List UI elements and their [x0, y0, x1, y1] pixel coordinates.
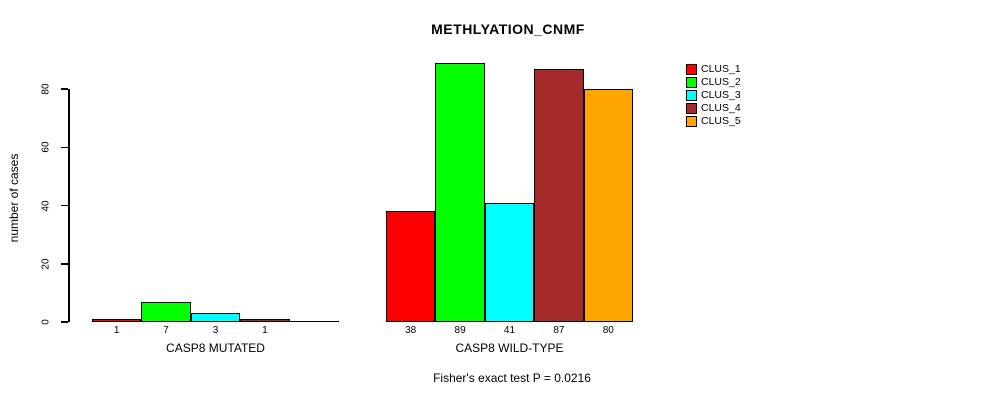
y-axis-line — [68, 89, 70, 322]
bar — [534, 68, 584, 322]
fisher-test-note: Fisher's exact test P = 0.0216 — [433, 371, 591, 385]
bar-value-label: 38 — [405, 325, 417, 336]
bar-value-label: 80 — [602, 325, 614, 336]
y-tick-label: 0 — [40, 319, 52, 325]
y-tick-label: 60 — [40, 141, 52, 153]
legend-swatch — [686, 116, 697, 128]
bar-value-label: 1 — [262, 325, 268, 336]
bar — [386, 211, 436, 322]
y-tick-mark — [61, 321, 68, 323]
legend-label: CLUS_2 — [701, 75, 741, 88]
y-tick-label: 20 — [40, 258, 52, 270]
y-axis-label: number of cases — [7, 153, 21, 243]
bar — [484, 202, 535, 322]
y-tick-mark — [61, 204, 68, 207]
y-tick-label: 40 — [40, 199, 52, 212]
bar-value-label: 1 — [113, 325, 120, 336]
legend-label: CLUS_4 — [701, 102, 741, 115]
bar-value-label: 41 — [503, 325, 516, 336]
bar-value-label: 87 — [553, 325, 565, 336]
y-tick-mark — [61, 146, 68, 148]
bar-value-label: 89 — [454, 325, 466, 336]
group-label: CASP8 MUTATED — [166, 341, 265, 355]
group-label: CASP8 WILD-TYPE — [455, 341, 564, 355]
legend-swatch — [686, 76, 697, 88]
bar — [141, 301, 191, 322]
legend-swatch — [686, 89, 697, 101]
y-tick-mark — [61, 88, 68, 90]
bar — [435, 62, 485, 322]
legend-swatch — [686, 103, 697, 115]
y-tick-mark — [61, 263, 68, 265]
bar-value-label: 3 — [212, 325, 219, 336]
legend-label: CLUS_1 — [701, 62, 741, 75]
legend-label: CLUS_5 — [701, 115, 741, 128]
bar-value-label: 7 — [163, 325, 169, 336]
y-tick-label: 80 — [40, 83, 52, 95]
x-baseline — [92, 320, 339, 322]
bar — [583, 89, 633, 322]
x-baseline — [386, 320, 633, 322]
legend-swatch — [686, 63, 697, 75]
chart-title: METHLYATION_CNMF — [431, 21, 585, 37]
legend-label: CLUS_3 — [701, 88, 741, 101]
